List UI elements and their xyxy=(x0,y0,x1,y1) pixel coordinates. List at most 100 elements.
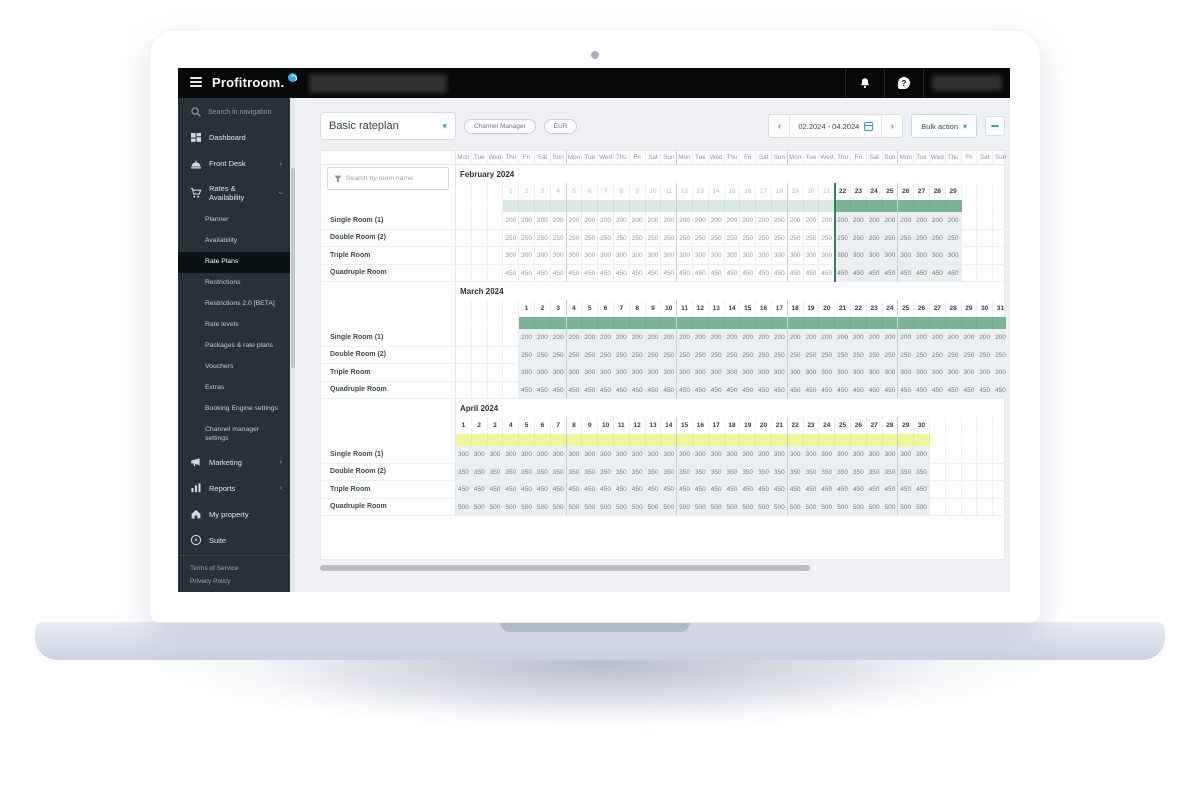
date-cell[interactable]: 18 xyxy=(772,183,788,200)
sidebar-item-my-property[interactable]: My property xyxy=(178,501,290,527)
rate-cell[interactable]: 300 xyxy=(724,364,741,382)
rate-cell[interactable]: 300 xyxy=(582,364,599,382)
date-cell[interactable]: 21 xyxy=(835,300,851,317)
rate-cell[interactable]: 200 xyxy=(819,212,836,230)
rate-cell[interactable]: 450 xyxy=(677,381,693,399)
rate-cell[interactable]: 300 xyxy=(550,247,567,265)
rate-cell[interactable]: 300 xyxy=(550,446,567,464)
rate-cell[interactable]: 450 xyxy=(519,481,535,499)
rate-cell[interactable]: 350 xyxy=(534,463,551,481)
rate-cell[interactable]: 500 xyxy=(613,498,630,516)
rate-cell[interactable]: 250 xyxy=(977,346,994,364)
sidebar-item-suite[interactable]: Suite xyxy=(178,527,290,553)
notifications-bell-icon[interactable] xyxy=(846,68,884,98)
rate-cell[interactable]: 250 xyxy=(914,229,930,247)
rate-cell[interactable]: 300 xyxy=(503,446,520,464)
date-cell[interactable]: 17 xyxy=(772,300,788,317)
rate-cell[interactable]: 300 xyxy=(708,364,725,382)
rate-cell[interactable]: 200 xyxy=(914,212,930,230)
rate-cell[interactable]: 200 xyxy=(613,212,630,230)
rate-cell[interactable]: 450 xyxy=(771,481,788,499)
rate-cell[interactable]: 450 xyxy=(898,264,915,282)
sidebar-subitem-restrictions-2-0-beta-[interactable]: Restrictions 2.0 [BETA] xyxy=(205,299,275,307)
rate-cell[interactable]: 450 xyxy=(661,481,678,499)
rate-cell[interactable]: 200 xyxy=(566,329,583,347)
rate-cell[interactable]: 250 xyxy=(629,346,646,364)
rate-cell[interactable]: 250 xyxy=(819,346,836,364)
sidebar-scrollbar[interactable] xyxy=(290,98,295,592)
rate-cell[interactable]: 350 xyxy=(787,463,804,481)
horizontal-scrollbar[interactable] xyxy=(320,565,927,571)
rate-cell[interactable]: 350 xyxy=(598,463,614,481)
rate-cell[interactable]: 200 xyxy=(582,329,599,347)
rate-cell[interactable]: 450 xyxy=(850,381,867,399)
rate-cell[interactable]: 350 xyxy=(456,463,472,481)
rate-cell[interactable]: 450 xyxy=(519,264,535,282)
rate-cell[interactable]: 200 xyxy=(598,212,614,230)
rate-cell[interactable]: 200 xyxy=(787,329,804,347)
date-cell[interactable]: 23 xyxy=(804,417,820,434)
rate-cell[interactable]: 300 xyxy=(487,446,504,464)
rate-cell[interactable]: 450 xyxy=(850,264,867,282)
sidebar-subitem-availability[interactable]: Availability xyxy=(205,236,237,244)
prev-period-button[interactable]: ‹ xyxy=(777,120,782,132)
rate-cell[interactable]: 450 xyxy=(787,381,804,399)
rate-cell[interactable]: 300 xyxy=(534,446,551,464)
rate-cell[interactable]: 300 xyxy=(866,446,883,464)
date-cell[interactable]: 10 xyxy=(646,183,662,200)
rate-cell[interactable]: 350 xyxy=(803,463,820,481)
rate-cell[interactable]: 300 xyxy=(550,364,567,382)
rate-cell[interactable]: 300 xyxy=(898,247,915,265)
rate-cell[interactable]: 450 xyxy=(645,481,662,499)
rate-cell[interactable]: 250 xyxy=(819,229,836,247)
rate-cell[interactable]: 250 xyxy=(629,229,646,247)
rate-cell[interactable]: 200 xyxy=(945,329,962,347)
rate-cell[interactable]: 450 xyxy=(534,481,551,499)
date-range-picker[interactable]: 02.2024 - 04.2024 xyxy=(789,115,883,137)
rate-cell[interactable]: 250 xyxy=(677,346,693,364)
rate-cell[interactable]: 250 xyxy=(740,229,757,247)
rate-cell[interactable]: 450 xyxy=(550,481,567,499)
rate-cell[interactable]: 250 xyxy=(866,346,883,364)
date-cell[interactable]: 24 xyxy=(867,183,883,200)
sidebar-subitem-extras[interactable]: Extras xyxy=(205,383,225,391)
rate-cell[interactable]: 300 xyxy=(835,247,851,265)
rate-cell[interactable]: 450 xyxy=(756,264,772,282)
rate-cell[interactable]: 300 xyxy=(582,247,599,265)
date-cell[interactable]: 27 xyxy=(930,300,946,317)
rate-cell[interactable]: 450 xyxy=(613,481,630,499)
date-cell[interactable]: 24 xyxy=(819,417,836,434)
rate-cell[interactable]: 450 xyxy=(487,481,504,499)
date-cell[interactable]: 15 xyxy=(725,183,741,200)
rate-cell[interactable]: 250 xyxy=(503,229,520,247)
rate-cell[interactable]: 300 xyxy=(645,364,662,382)
rate-cell[interactable]: 500 xyxy=(598,498,614,516)
rate-cell[interactable]: 300 xyxy=(898,364,915,382)
rate-cell[interactable]: 500 xyxy=(566,498,583,516)
rate-cell[interactable]: 300 xyxy=(740,364,757,382)
rate-cell[interactable]: 350 xyxy=(629,463,646,481)
date-cell[interactable]: 13 xyxy=(646,417,662,434)
rate-cell[interactable]: 450 xyxy=(677,264,693,282)
rate-cell[interactable]: 500 xyxy=(708,498,725,516)
date-cell[interactable]: 3 xyxy=(535,183,551,200)
rate-cell[interactable]: 450 xyxy=(850,481,867,499)
rate-cell[interactable]: 450 xyxy=(819,381,836,399)
rate-cell[interactable]: 500 xyxy=(771,498,788,516)
date-cell[interactable]: 27 xyxy=(867,417,883,434)
rate-cell[interactable]: 500 xyxy=(819,498,836,516)
rate-cell[interactable]: 500 xyxy=(519,498,535,516)
rate-cell[interactable]: 200 xyxy=(661,212,678,230)
more-options-button[interactable] xyxy=(985,116,1005,136)
rate-cell[interactable]: 250 xyxy=(582,346,599,364)
rate-cell[interactable]: 500 xyxy=(787,498,804,516)
rate-cell[interactable]: 200 xyxy=(771,329,788,347)
rate-cell[interactable]: 200 xyxy=(803,329,820,347)
sidebar-subitem-rate-levels[interactable]: Rate levels xyxy=(205,320,239,328)
rate-cell[interactable]: 300 xyxy=(945,364,962,382)
rate-cell[interactable]: 450 xyxy=(582,264,599,282)
date-cell[interactable]: 10 xyxy=(661,300,678,317)
rate-cell[interactable]: 200 xyxy=(519,212,535,230)
date-cell[interactable]: 7 xyxy=(551,417,567,434)
date-cell[interactable]: 11 xyxy=(614,417,630,434)
